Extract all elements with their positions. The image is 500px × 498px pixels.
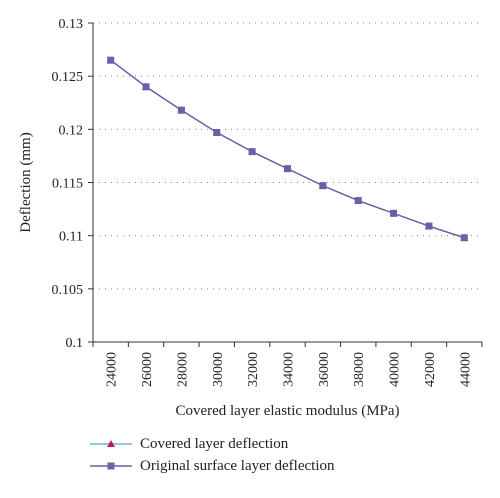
series-line [110, 59, 465, 239]
legend-item-covered: Covered layer deflection [90, 433, 335, 455]
data-point [319, 182, 327, 190]
x-tick-labels: 24000 26000 28000 30000 32000 34000 36000 38000… [92, 342, 483, 387]
y-tick-label: 0.125 [52, 70, 84, 85]
x-tick-label: 38000 [352, 352, 367, 387]
legend-label-covered: Covered layer deflection [140, 435, 289, 452]
y-tick-label: 0.105 [52, 283, 84, 298]
data-point [177, 106, 185, 114]
legend: Covered layer deflection Original surfac… [90, 433, 335, 477]
data-point [142, 83, 150, 91]
x-tick-label: 30000 [211, 352, 226, 387]
y-tick-label: 0.11 [59, 230, 83, 245]
y-tick-label: 0.115 [52, 177, 83, 192]
x-tick-label: 42000 [423, 352, 438, 387]
legend-swatch-triangle-icon [90, 440, 132, 447]
data-point [425, 222, 433, 230]
series-covered [106, 56, 469, 241]
x-tick-label: 26000 [140, 352, 155, 387]
grid-lines [93, 22, 482, 290]
y-axis-label: Deflection (mm) [18, 132, 34, 232]
x-tick-label: 40000 [388, 352, 403, 387]
legend-swatch-square-icon [90, 462, 132, 470]
x-tick-label: 24000 [105, 352, 120, 387]
legend-label-original: Original surface layer deflection [140, 457, 335, 474]
data-point [354, 197, 362, 205]
data-point [284, 165, 291, 173]
data-point [107, 56, 115, 64]
data-point [460, 234, 468, 242]
data-point [248, 148, 256, 156]
x-axis-label: Covered layer elastic modulus (MPa) [175, 403, 399, 419]
y-tick-label: 0.13 [59, 17, 84, 32]
x-tick-label: 34000 [282, 352, 297, 387]
x-tick-label: 44000 [458, 352, 473, 387]
legend-item-original: Original surface layer deflection [90, 455, 335, 477]
x-tick-label: 28000 [175, 352, 190, 387]
x-tick-label: 36000 [317, 352, 332, 387]
data-point [213, 129, 221, 137]
y-tick-label: 0.1 [66, 336, 84, 351]
x-tick-label: 32000 [246, 352, 261, 387]
deflection-chart: 0.1 0.105 0.11 0.115 0.12 0.125 0.13 24000 2600… [18, 17, 483, 419]
series-layer [106, 56, 469, 242]
series-original [107, 56, 468, 242]
series-line [110, 59, 465, 239]
y-tick-labels: 0.1 0.105 0.11 0.115 0.12 0.125 0.13 [52, 17, 93, 351]
y-tick-label: 0.12 [59, 123, 84, 138]
data-point [390, 209, 398, 217]
